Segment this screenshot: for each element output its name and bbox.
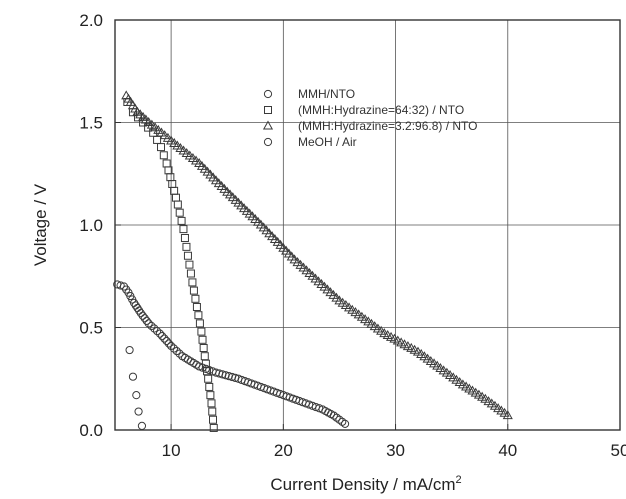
data-point [138, 311, 147, 320]
data-point [186, 269, 195, 278]
data-point [158, 332, 167, 341]
x-tick-label: 20 [274, 441, 293, 460]
grid [115, 20, 620, 430]
legend-marker [263, 137, 273, 147]
data-point [199, 344, 208, 352]
data-point [185, 260, 194, 269]
data-point [125, 345, 134, 355]
x-axis-label: Current Density / mA/cm2 [270, 474, 461, 494]
data-point [338, 417, 347, 426]
data-point [144, 123, 153, 132]
data-point [182, 242, 191, 251]
data-point [198, 335, 207, 344]
y-tick-label: 0.5 [79, 319, 103, 338]
legend-label: MMH/NTO [298, 87, 355, 101]
data-point [116, 281, 125, 290]
data-point [175, 349, 184, 358]
data-point [177, 216, 186, 225]
data-point [194, 311, 203, 320]
data-point [183, 251, 192, 260]
data-point [128, 372, 138, 381]
data-point [335, 415, 344, 424]
data-point [167, 341, 176, 351]
data-point [147, 321, 156, 331]
y-tick-label: 1.5 [79, 114, 103, 133]
legend-item: MeOH / Air [263, 135, 357, 149]
data-point [208, 407, 217, 416]
data-point [155, 329, 164, 338]
data-point [192, 303, 201, 311]
legend-marker [263, 89, 273, 99]
legend-item: MMH/NTO [263, 87, 355, 101]
series-4 [113, 280, 350, 428]
series-2 [123, 98, 218, 432]
data-point [205, 382, 214, 391]
legend-label: (MMH:Hydrazine=64:32) / NTO [298, 103, 464, 117]
legend-marker [264, 106, 272, 114]
x-tick-label: 40 [498, 441, 517, 460]
y-tick-label: 0.0 [79, 421, 103, 440]
legend-label: MeOH / Air [298, 135, 357, 149]
data-point [340, 419, 350, 428]
data-point [150, 324, 159, 333]
data-point [195, 319, 204, 328]
legend: MMH/NTO (MMH:Hydrazine=64:32) / NTO (MMH:H… [262, 87, 478, 149]
legend-item: (MMH:Hydrazine=64:32) / NTO [264, 103, 464, 117]
legend-label: (MMH:Hydrazine=3.2:96.8) / NTO [298, 119, 478, 133]
series-3 [121, 90, 513, 420]
x-tick-label: 10 [162, 441, 181, 460]
data-point [197, 327, 206, 336]
x-tick-label: 30 [386, 441, 405, 460]
data-point [134, 407, 143, 416]
data-point [157, 143, 166, 152]
data-point [502, 410, 513, 420]
data-point [204, 374, 213, 383]
legend-item: (MMH:Hydrazine=3.2:96.8) / NTO [262, 119, 478, 133]
data-point [172, 346, 181, 356]
data-point [164, 339, 173, 348]
data-point [152, 326, 162, 336]
data-point [209, 415, 218, 424]
data-point [159, 151, 168, 160]
data-point [169, 344, 179, 353]
data-point [180, 233, 189, 242]
data-point [160, 334, 169, 343]
data-point [144, 319, 153, 328]
data-point [140, 314, 149, 323]
data-point [329, 411, 338, 420]
data-point [200, 352, 209, 361]
data-point [179, 225, 188, 234]
data-point [207, 399, 216, 408]
y-tick-label: 1.0 [79, 216, 103, 235]
y-tick-label: 2.0 [79, 11, 103, 30]
x-tick-label: 50 [611, 441, 626, 460]
legend-marker [262, 120, 274, 130]
data-series [113, 90, 513, 432]
data-point [132, 391, 141, 400]
data-point [137, 421, 147, 430]
data-point [209, 423, 218, 432]
data-point [189, 286, 198, 295]
data-point [136, 309, 145, 318]
data-point [142, 316, 151, 325]
data-point [332, 413, 341, 422]
data-point [206, 391, 215, 400]
data-point [175, 208, 184, 217]
y-axis-label: Voltage / V [31, 183, 50, 266]
data-point [162, 336, 171, 346]
series-1 [125, 345, 147, 430]
data-point [191, 294, 200, 303]
data-point [188, 278, 197, 287]
tick-labels: 10 20 30 40 50 0.0 0.5 1.0 1.5 2.0 [79, 11, 626, 460]
data-point [173, 200, 182, 209]
